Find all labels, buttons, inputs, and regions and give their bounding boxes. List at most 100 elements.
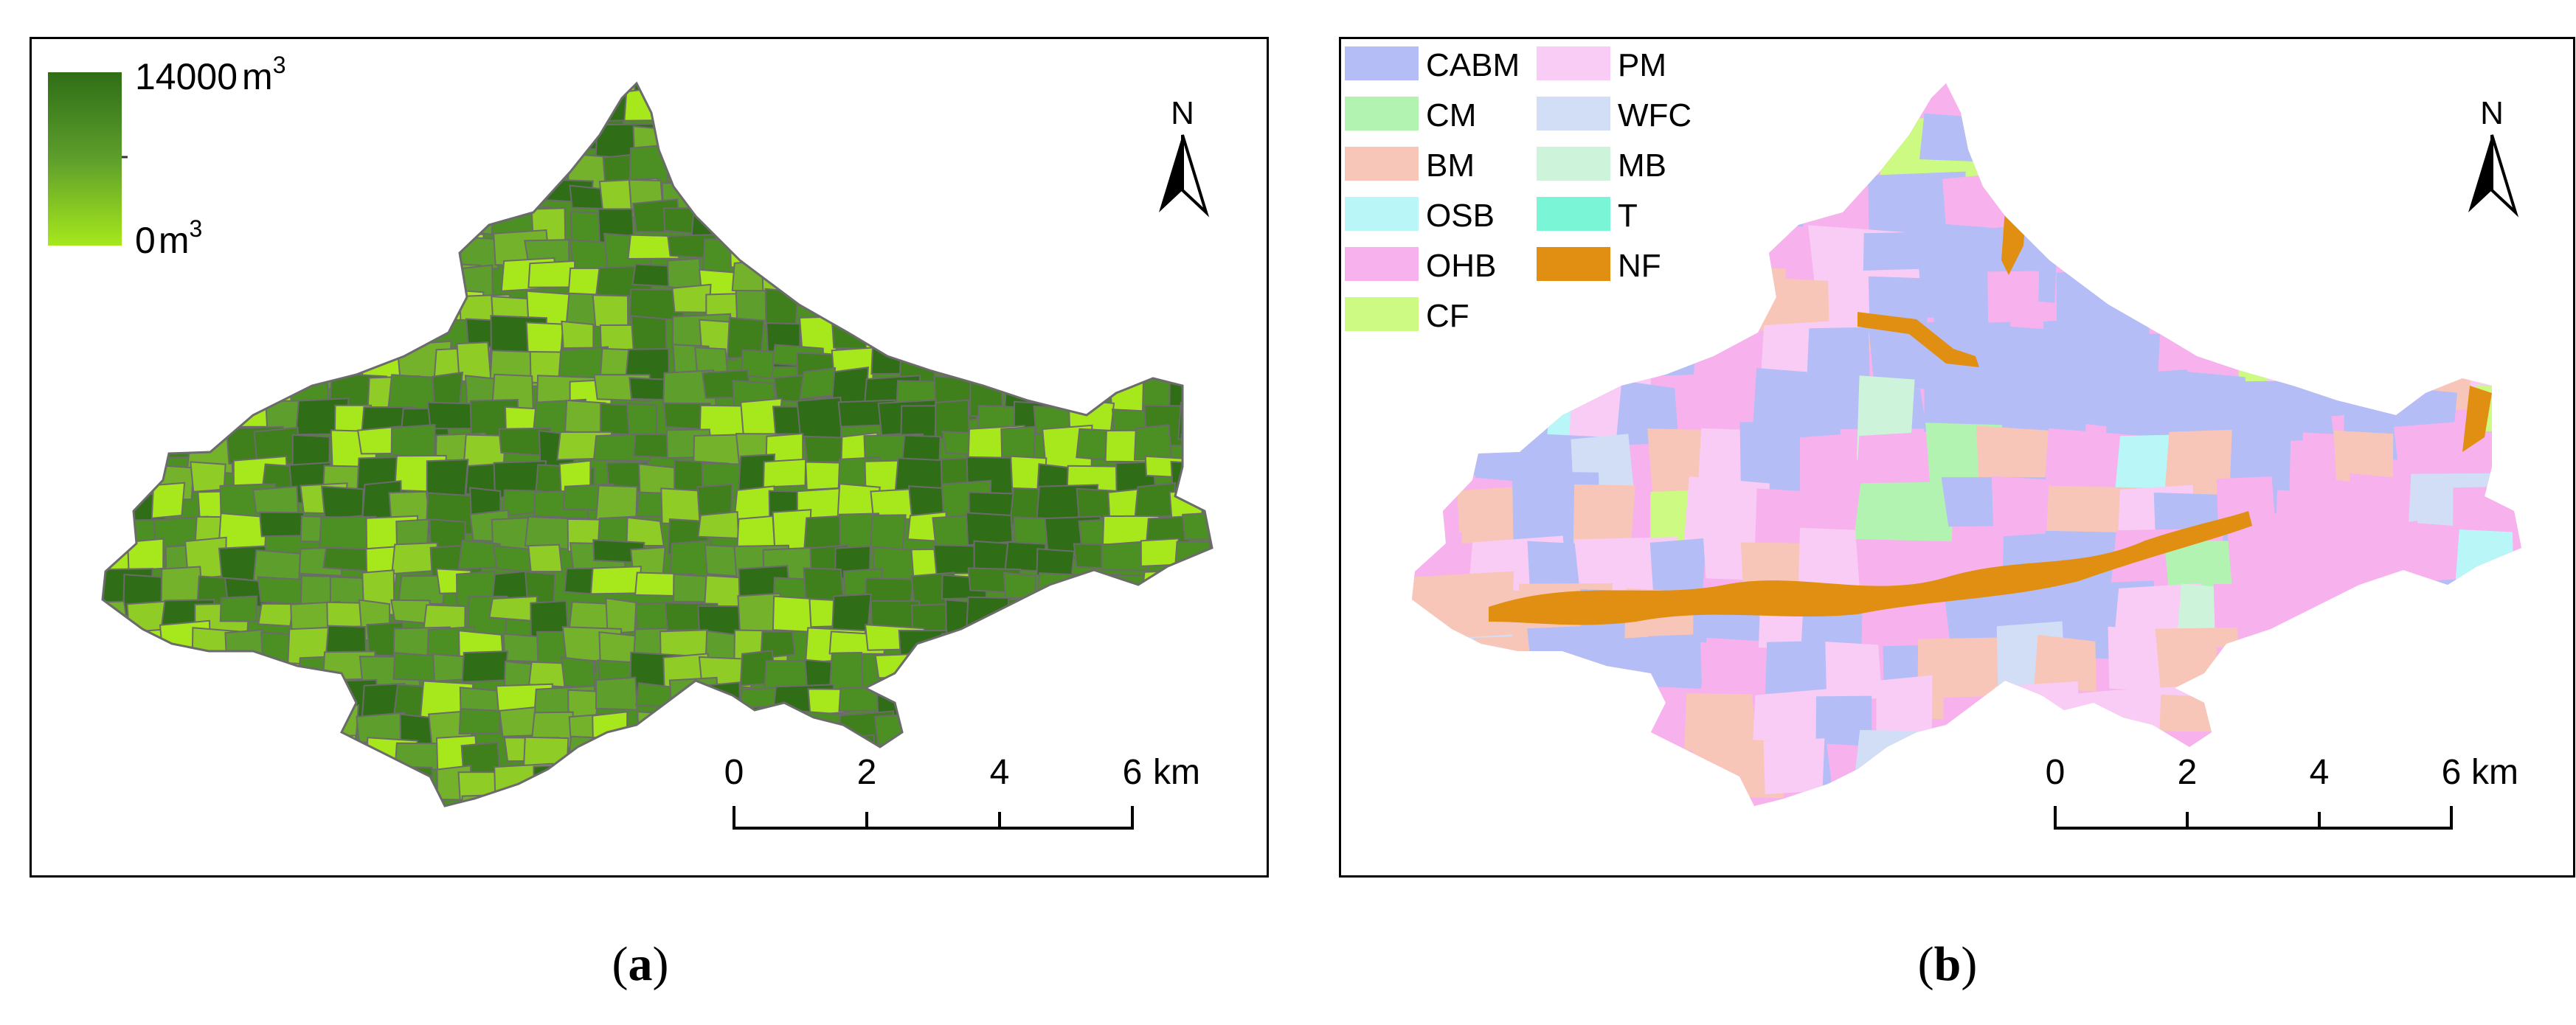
compartment bbox=[157, 285, 212, 331]
compartment bbox=[191, 738, 238, 776]
forest-type-patch bbox=[2106, 163, 2208, 260]
legend-swatch bbox=[1345, 297, 1419, 331]
forest-type-patch bbox=[2112, 120, 2188, 176]
compartment bbox=[735, 761, 798, 792]
compartment bbox=[1146, 798, 1194, 806]
compartment bbox=[189, 764, 229, 796]
compartment bbox=[122, 764, 181, 796]
compartment bbox=[322, 546, 372, 572]
compartment bbox=[492, 544, 535, 574]
compartment bbox=[1182, 347, 1212, 373]
compartment bbox=[1140, 569, 1191, 609]
compartment bbox=[832, 183, 869, 222]
forest-type-patch bbox=[1582, 750, 1677, 806]
compartment bbox=[1039, 629, 1090, 674]
forest-type-patch bbox=[1854, 729, 1970, 789]
compartment bbox=[1011, 657, 1053, 706]
compartment bbox=[1180, 655, 1212, 692]
forest-type-patch bbox=[1925, 748, 2024, 806]
forest-type-patch bbox=[1742, 83, 1810, 122]
compartment bbox=[1202, 735, 1212, 772]
compartment bbox=[360, 207, 394, 249]
compartment bbox=[772, 800, 822, 806]
forest-type-patch bbox=[2448, 586, 2521, 647]
volume-color-ramp bbox=[48, 72, 122, 246]
compartment bbox=[1070, 210, 1119, 240]
scale-tick-0: 0 bbox=[2046, 753, 2066, 792]
forest-type-patch bbox=[1823, 784, 1895, 806]
compartment bbox=[1136, 630, 1185, 661]
compartment bbox=[150, 482, 186, 519]
forest-type-patch bbox=[2404, 215, 2484, 293]
compartment bbox=[965, 512, 1014, 546]
forest-type-patch bbox=[2001, 108, 2071, 166]
compartment bbox=[322, 704, 359, 751]
compartment bbox=[707, 128, 755, 153]
compartment bbox=[432, 653, 466, 682]
compartment bbox=[533, 763, 577, 806]
compartment bbox=[1107, 148, 1149, 179]
compartment bbox=[634, 764, 680, 799]
forest-type-patch bbox=[2237, 277, 2308, 375]
forest-type-patch bbox=[2299, 642, 2401, 734]
compartment bbox=[863, 179, 907, 205]
compartment bbox=[460, 97, 519, 124]
compartment bbox=[351, 176, 406, 215]
compartment bbox=[1005, 799, 1052, 806]
compartment bbox=[187, 680, 251, 724]
compartment bbox=[736, 183, 792, 212]
compartment bbox=[669, 791, 714, 806]
forest-type-patch bbox=[2511, 382, 2521, 443]
compartment bbox=[291, 204, 325, 248]
forest-type-patch bbox=[1623, 275, 1715, 351]
compartment bbox=[666, 147, 707, 185]
forest-type-patch bbox=[2056, 729, 2142, 775]
compartment bbox=[938, 151, 994, 184]
forest-type-patch bbox=[2518, 785, 2521, 806]
forest-type-patch bbox=[2037, 689, 2121, 757]
forest-type-patch bbox=[1692, 83, 1779, 159]
compartment bbox=[1069, 83, 1119, 117]
compartment bbox=[1211, 428, 1212, 455]
compartment bbox=[836, 288, 879, 327]
compartment bbox=[103, 656, 131, 690]
compartment bbox=[799, 83, 856, 98]
compartment bbox=[538, 124, 576, 170]
forest-type-patch bbox=[1517, 782, 1603, 806]
compartment bbox=[226, 289, 263, 318]
forest-type-patch bbox=[1684, 693, 1756, 751]
compartment bbox=[385, 801, 422, 806]
forest-type-patch bbox=[1412, 732, 1485, 789]
compartment bbox=[932, 769, 976, 806]
compartment bbox=[868, 794, 923, 806]
compartment bbox=[1177, 397, 1212, 440]
forest-type-patch bbox=[2522, 427, 2575, 488]
compartment bbox=[390, 227, 424, 271]
compartment bbox=[1076, 573, 1125, 605]
forest-compartments-a bbox=[103, 83, 1212, 806]
compartment bbox=[194, 654, 243, 700]
forest-type-patch bbox=[2528, 108, 2575, 188]
compartment bbox=[263, 207, 306, 244]
forest-type-patch bbox=[1977, 83, 2037, 123]
compartment bbox=[660, 717, 723, 748]
compartment bbox=[1134, 482, 1177, 519]
compartment bbox=[224, 207, 284, 254]
scale-tick-6: 6 bbox=[1123, 753, 1143, 792]
compartment bbox=[869, 768, 929, 799]
compartment bbox=[902, 709, 953, 736]
forest-type-patch bbox=[1700, 169, 1787, 232]
compartment bbox=[326, 125, 365, 162]
compartment bbox=[327, 83, 384, 101]
compartment bbox=[1071, 717, 1126, 757]
compartment bbox=[1113, 232, 1150, 273]
compartment bbox=[1045, 659, 1097, 706]
compartment bbox=[191, 288, 246, 328]
forest-type-patch bbox=[1412, 378, 1494, 451]
compartment bbox=[221, 657, 267, 695]
forest-type-patch bbox=[2216, 731, 2303, 793]
compartment bbox=[1108, 604, 1156, 644]
compartment bbox=[251, 238, 291, 268]
compartment bbox=[120, 684, 156, 727]
compartment bbox=[1008, 625, 1057, 673]
